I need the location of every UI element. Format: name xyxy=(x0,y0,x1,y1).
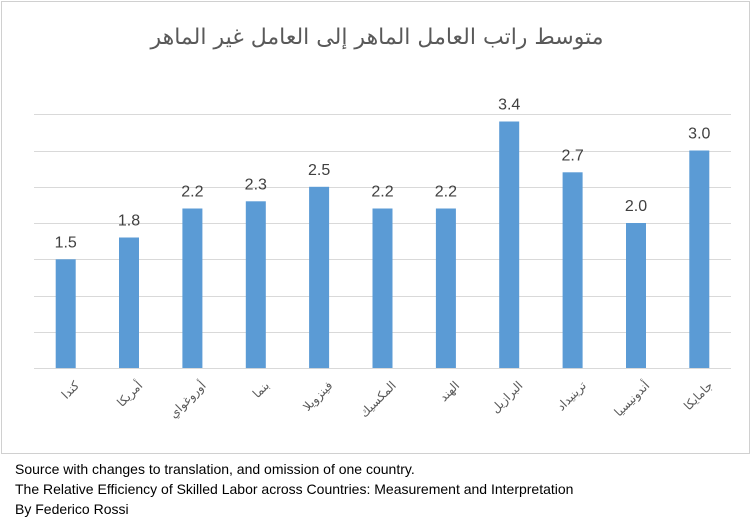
bar xyxy=(182,208,203,368)
bars xyxy=(55,121,710,369)
category-label: أمريكا xyxy=(114,378,147,411)
bar xyxy=(689,150,710,368)
data-label: 2.2 xyxy=(371,184,393,201)
bar-chart: متوسط راتب العامل الماهر إلى العامل غير … xyxy=(34,25,731,422)
bar xyxy=(245,201,266,369)
category-label: المكسيك xyxy=(357,378,399,420)
category-label: ترينيداد xyxy=(554,378,590,414)
category-label: أوروغواي xyxy=(166,378,210,422)
author-line: By Federico Rossi xyxy=(15,501,129,517)
data-label: 3.0 xyxy=(688,126,710,143)
bar xyxy=(55,259,76,369)
bar xyxy=(499,121,520,368)
category-label: الهند xyxy=(436,378,462,404)
data-label: 2.2 xyxy=(435,184,457,201)
bar xyxy=(626,223,646,368)
chart-area: متوسط راتب العامل الماهر إلى العامل غير … xyxy=(1,1,750,454)
chart-title: متوسط راتب العامل الماهر إلى العامل غير … xyxy=(149,25,603,50)
category-label: البرازيل xyxy=(488,378,526,416)
data-label: 2.0 xyxy=(625,198,647,215)
bar xyxy=(119,237,139,368)
data-label: 2.5 xyxy=(308,162,330,179)
category-label: كندا xyxy=(59,378,83,402)
category-label: أندونيسيا xyxy=(611,378,653,420)
data-label: 1.5 xyxy=(55,234,77,251)
category-label: بنما xyxy=(250,378,272,400)
bar xyxy=(562,172,583,369)
data-label: 3.4 xyxy=(498,97,520,114)
category-labels: كندا أمريكا أوروغواي بنما فينزويلا المكسيك اله… xyxy=(59,378,716,422)
data-label: 2.2 xyxy=(181,184,203,201)
data-labels: 1.5 1.8 2.2 2.3 2.5 2.2 2.2 3.4 2.7 2.0 3.0 xyxy=(55,97,711,252)
data-label: 2.3 xyxy=(245,176,267,193)
data-label: 2.7 xyxy=(561,147,583,164)
bar xyxy=(372,208,393,368)
bar xyxy=(309,186,330,369)
paper-title-line: The Relative Efficiency of Skilled Labor… xyxy=(15,481,574,497)
bar xyxy=(435,208,456,368)
category-label: فينزويلا xyxy=(300,378,336,414)
data-label: 1.8 xyxy=(118,213,140,230)
category-label: جامايكا xyxy=(681,378,715,412)
source-notes: Source with changes to translation, and … xyxy=(15,459,573,519)
source-line: Source with changes to translation, and … xyxy=(15,461,415,477)
